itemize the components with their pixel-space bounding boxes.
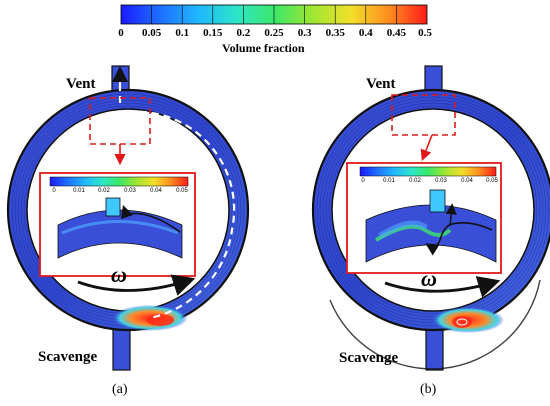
panel-b-vent-label: Vent bbox=[366, 76, 396, 92]
colorbar-tick: 0.15 bbox=[203, 27, 223, 39]
inset-tick: 0.05 bbox=[176, 188, 188, 194]
panel-b-inset bbox=[346, 162, 502, 274]
colorbar-tick: 0.25 bbox=[264, 27, 284, 39]
inset-tick: 0.02 bbox=[409, 178, 421, 184]
colorbar-tick: 0.5 bbox=[418, 27, 432, 39]
inset-tick: 0.03 bbox=[124, 188, 136, 194]
colorbar-dividers bbox=[151, 5, 397, 24]
inset-tick: 0.02 bbox=[98, 188, 110, 194]
colorbar-tick: 0.35 bbox=[325, 27, 345, 39]
panel-b-scavenge-label: Scavenge bbox=[339, 350, 399, 366]
inset-tick: 0 bbox=[361, 178, 365, 184]
inset-tick: 0.04 bbox=[150, 188, 162, 194]
colorbar-tick: 0 bbox=[118, 27, 124, 39]
panel-a-inset bbox=[39, 172, 196, 277]
panel-b-rotation-arrow bbox=[384, 276, 501, 298]
panel-a-vent-label: Vent bbox=[66, 76, 96, 92]
panel-a-omega-symbol: ω bbox=[111, 262, 127, 287]
inset-tick: 0.01 bbox=[73, 188, 85, 194]
panel-b-omega-symbol: ω bbox=[421, 266, 437, 291]
panel-a-scavenge-label: Scavenge bbox=[38, 349, 98, 365]
panel-b-zoom-region bbox=[391, 94, 456, 136]
inset-tick: 0.01 bbox=[383, 178, 395, 184]
colorbar-tick: 0.3 bbox=[297, 27, 312, 39]
panel-a-caption: (a) bbox=[112, 382, 128, 397]
inset-tick: 0 bbox=[52, 188, 56, 194]
colorbar-tick: 0.4 bbox=[358, 27, 373, 39]
colorbar-tick: 0.1 bbox=[175, 27, 190, 39]
panel-b-zoom-arrow bbox=[420, 134, 433, 161]
panel-b-caption: (b) bbox=[420, 382, 437, 397]
colorbar-tick: 0.05 bbox=[141, 27, 162, 39]
inset-tick: 0.04 bbox=[461, 178, 473, 184]
inset-tick: 0.03 bbox=[435, 178, 447, 184]
colorbar-tick: 0.45 bbox=[386, 27, 407, 39]
inset-tick: 0.05 bbox=[486, 178, 498, 184]
colorbar-title: Volume fraction bbox=[222, 41, 305, 55]
panel-a-rotation-arrow bbox=[77, 274, 196, 296]
colorbar-tick: 0.2 bbox=[236, 27, 251, 39]
